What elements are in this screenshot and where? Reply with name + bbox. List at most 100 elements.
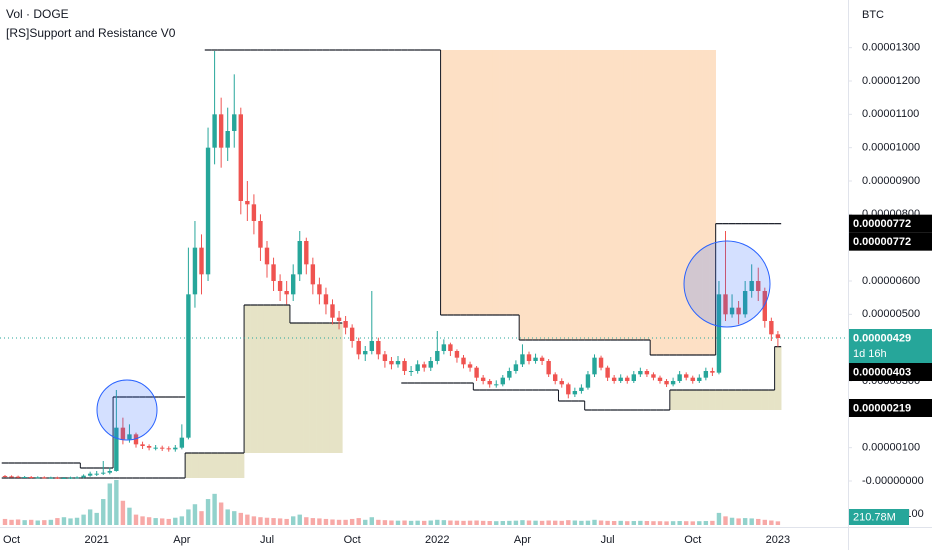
- candle-body: [487, 381, 492, 385]
- candle-body: [205, 147, 211, 275]
- volume-bar: [749, 518, 754, 525]
- zone: [460, 50, 468, 315]
- volume-bar: [670, 521, 676, 525]
- candle-body: [15, 476, 21, 478]
- volume-bar: [277, 518, 283, 525]
- volume-bar: [179, 516, 185, 525]
- volume-bar: [74, 517, 80, 525]
- candle-body: [402, 361, 407, 371]
- volume-bar: [304, 517, 309, 525]
- candle-body: [474, 367, 479, 378]
- price-label: 0.00000219: [853, 402, 911, 414]
- candle-body: [29, 477, 34, 478]
- zone: [244, 305, 251, 453]
- chart-title: Vol · DOGE: [6, 7, 69, 21]
- y-tick-label: 0.00000900: [862, 175, 920, 187]
- candle-body: [369, 341, 374, 351]
- candle-body: [61, 478, 67, 479]
- candle-body: [140, 444, 145, 446]
- price-label-box: [849, 399, 932, 417]
- volume-label-box: [849, 509, 909, 525]
- zone: [473, 50, 481, 315]
- candle-body: [199, 247, 204, 275]
- volume-bar: [474, 520, 479, 525]
- zone: [709, 390, 716, 410]
- candle-body: [566, 384, 571, 395]
- volume-bar: [395, 520, 401, 525]
- volume-bar: [238, 512, 243, 525]
- volume-bar: [68, 518, 73, 525]
- zone: [643, 50, 651, 340]
- zone: [702, 50, 710, 355]
- x-tick-label: Apr: [514, 534, 531, 546]
- volume-bar: [264, 517, 270, 525]
- candle-body: [120, 427, 126, 440]
- candle-body: [749, 281, 754, 291]
- zone: [610, 50, 618, 340]
- volume-bar: [382, 520, 388, 525]
- candle-body: [611, 377, 617, 381]
- volume-bar: [513, 520, 519, 525]
- volume-bar: [500, 521, 505, 525]
- volume-bar: [533, 520, 538, 525]
- candle-body: [533, 357, 538, 361]
- zone: [309, 323, 317, 453]
- volume-bar: [422, 520, 427, 525]
- volume-bar: [356, 518, 361, 525]
- candle-body: [664, 381, 669, 385]
- y-tick-label: 0.00000500: [862, 308, 920, 320]
- candle-body: [625, 377, 630, 381]
- zone: [689, 390, 697, 410]
- candle-body: [55, 477, 60, 479]
- volume-bar: [205, 499, 211, 525]
- volume-bar: [657, 521, 663, 525]
- volume-bar: [114, 480, 119, 525]
- candle-body: [769, 321, 774, 335]
- volume-bar: [736, 518, 741, 525]
- volume: [2, 480, 781, 525]
- zone: [289, 323, 297, 453]
- candle-body: [539, 357, 545, 361]
- candle-body: [251, 204, 257, 221]
- zone: [538, 50, 546, 340]
- zone: [466, 50, 474, 315]
- zone: [565, 50, 572, 340]
- zone: [316, 323, 323, 453]
- zone: [440, 50, 448, 315]
- zone: [617, 50, 625, 340]
- volume-bar: [553, 520, 558, 525]
- volume-bar: [461, 520, 466, 525]
- zone: [499, 50, 507, 315]
- volume-bar: [428, 520, 433, 525]
- zone: [525, 50, 533, 340]
- volume-bar: [22, 520, 27, 525]
- zone: [637, 50, 644, 340]
- volume-bar: [605, 520, 610, 525]
- zone: [191, 453, 199, 478]
- highlight-circle: [683, 240, 771, 328]
- candle-body: [133, 434, 139, 445]
- candle-body: [291, 274, 296, 295]
- candle-body: [336, 317, 342, 321]
- volume-bar: [297, 514, 302, 525]
- levels: [0, 49, 848, 479]
- volume-bar: [618, 520, 623, 525]
- candle-body: [22, 477, 27, 478]
- candle-body: [461, 357, 466, 365]
- candle-body: [585, 374, 591, 388]
- candle-body: [395, 361, 401, 365]
- candle-body: [736, 307, 741, 315]
- volume-bar: [415, 520, 420, 525]
- zone: [283, 305, 291, 453]
- candle-body: [146, 446, 152, 448]
- candle-body: [638, 371, 643, 375]
- volume-bar: [336, 519, 342, 525]
- candle-body: [605, 367, 610, 378]
- candle-body: [408, 371, 414, 372]
- candle-body: [631, 374, 636, 381]
- candle-body: [507, 371, 512, 378]
- candle-body: [179, 437, 185, 448]
- candle-body: [101, 472, 106, 474]
- volume-bar: [317, 518, 322, 525]
- volume-bar: [690, 521, 695, 525]
